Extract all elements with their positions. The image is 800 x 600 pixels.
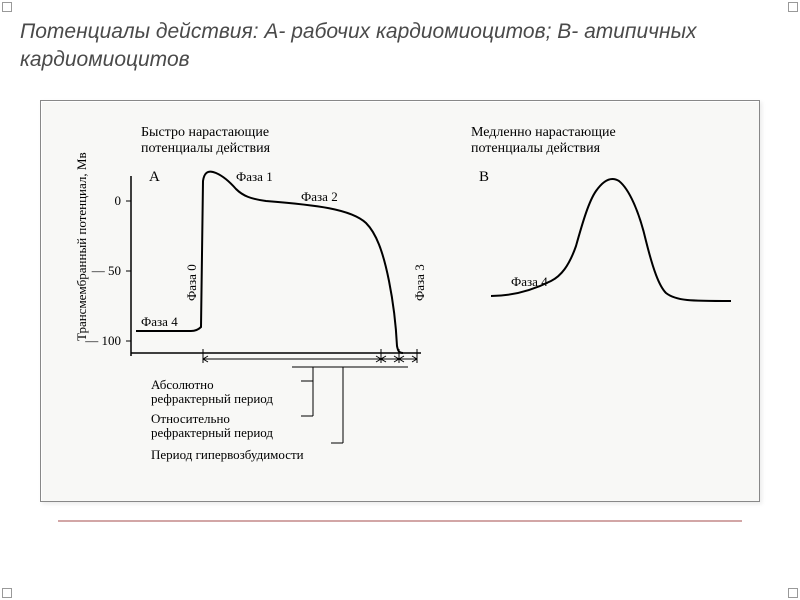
svg-text:— 50: — 50 [91, 263, 121, 278]
label-phase-1: Фаза 1 [236, 169, 273, 184]
axes [131, 176, 421, 356]
subtitle-A: Быстро нарастающие потенциалы действия [141, 125, 273, 156]
label-phase-0: Фаза 0 [184, 264, 199, 301]
label-phase-4-right: Фаза 4 [511, 274, 548, 289]
footer-rule [58, 520, 742, 522]
page-title: Потенциалы действия: А- рабочих кардиоми… [20, 18, 740, 75]
label-A: А [149, 169, 160, 185]
label-phase-4-left: Фаза 4 [141, 314, 178, 329]
corner-decoration [2, 2, 12, 12]
label-phase-2: Фаза 2 [301, 189, 338, 204]
subtitle-B: Медленно нарастающие потенциалы действия [471, 125, 619, 156]
label-absolute-refractory: Абсолютно рефрактерный период [151, 377, 273, 406]
y-axis-label: Трансмембранный потенциал, Мв [74, 152, 89, 341]
corner-decoration [788, 2, 798, 12]
label-relative-refractory: Относительно рефрактерный период [151, 411, 273, 440]
corner-decoration [2, 588, 12, 598]
corner-decoration [788, 588, 798, 598]
label-phase-3: Фаза 3 [412, 264, 427, 301]
action-potential-chart: 0 — 50 — 100 Трансмембранный потенциал, Мв… [40, 100, 760, 502]
label-hyperexcitability: Период гипервозбудимости [151, 447, 304, 462]
svg-text:0: 0 [115, 193, 122, 208]
svg-text:— 100: — 100 [84, 333, 121, 348]
y-ticks: 0 — 50 — 100 [84, 193, 131, 348]
label-B: В [479, 169, 489, 185]
